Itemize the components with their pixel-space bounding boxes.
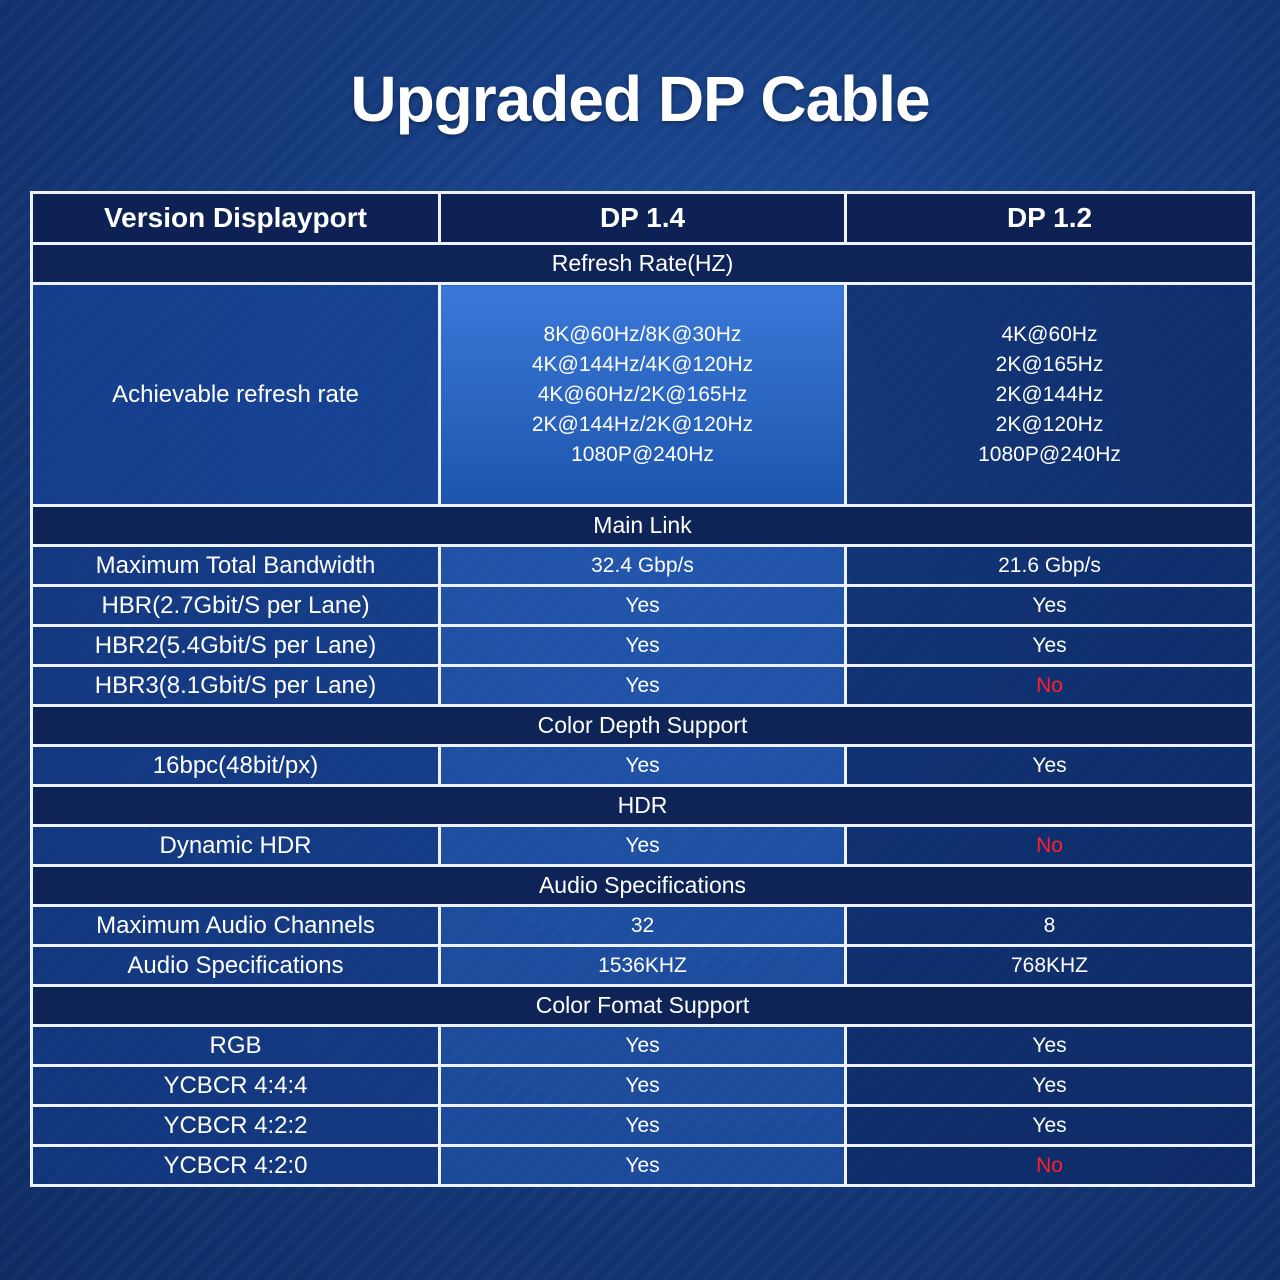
row-label: HBR2(5.4Gbit/S per Lane) <box>30 624 441 667</box>
table-row-audio-channels: Maximum Audio Channels 32 8 <box>30 904 1255 947</box>
dp12-value-no: No <box>844 664 1255 707</box>
table-row-hbr2: HBR2(5.4Gbit/S per Lane) Yes Yes <box>30 624 1255 667</box>
section-color-format: Color Fomat Support <box>30 984 1255 1027</box>
dp14-value: 1536KHZ <box>438 944 847 987</box>
dp12-value-no: No <box>844 824 1255 867</box>
dp14-value: Yes <box>438 744 847 787</box>
dp12-value-no: No <box>844 1144 1255 1187</box>
row-label: Audio Specifications <box>30 944 441 987</box>
dp12-value: Yes <box>844 624 1255 667</box>
table-row-rgb: RGB Yes Yes <box>30 1024 1255 1067</box>
table-row-audio-spec: Audio Specifications 1536KHZ 768KHZ <box>30 944 1255 987</box>
row-label: Maximum Audio Channels <box>30 904 441 947</box>
section-title: Main Link <box>30 504 1255 547</box>
dp14-refresh-list: 8K@60Hz/8K@30Hz 4K@144Hz/4K@120Hz 4K@60H… <box>438 282 847 507</box>
section-audio: Audio Specifications <box>30 864 1255 907</box>
table-row-hbr: HBR(2.7Gbit/S per Lane) Yes Yes <box>30 584 1255 627</box>
dp12-refresh-list: 4K@60Hz 2K@165Hz 2K@144Hz 2K@120Hz 1080P… <box>844 282 1255 507</box>
section-main-link: Main Link <box>30 504 1255 547</box>
row-label: YCBCR 4:2:2 <box>30 1104 441 1147</box>
table-row-ycbcr422: YCBCR 4:2:2 Yes Yes <box>30 1104 1255 1147</box>
section-refresh-rate: Refresh Rate(HZ) <box>30 242 1255 285</box>
table-row-refresh: Achievable refresh rate 8K@60Hz/8K@30Hz … <box>30 282 1255 507</box>
dp14-value: 32 <box>438 904 847 947</box>
header-dp12: DP 1.2 <box>844 191 1255 245</box>
page-title: Upgraded DP Cable <box>350 63 930 135</box>
section-title: Color Depth Support <box>30 704 1255 747</box>
row-label: YCBCR 4:2:0 <box>30 1144 441 1187</box>
section-title: Color Fomat Support <box>30 984 1255 1027</box>
header-label: Version Displayport <box>30 191 441 245</box>
refresh-value: 2K@144Hz/2K@120Hz <box>531 412 754 436</box>
refresh-value: 1080P@240Hz <box>978 442 1121 466</box>
row-label: HBR3(8.1Gbit/S per Lane) <box>30 664 441 707</box>
table-row-ycbcr444: YCBCR 4:4:4 Yes Yes <box>30 1064 1255 1107</box>
row-label: Achievable refresh rate <box>30 282 441 507</box>
comparison-table: Version Displayport DP 1.4 DP 1.2 Refres… <box>30 191 1255 1187</box>
refresh-value: 8K@60Hz/8K@30Hz <box>543 322 742 346</box>
table-row-bandwidth: Maximum Total Bandwidth 32.4 Gbp/s 21.6 … <box>30 544 1255 587</box>
table-row-ycbcr420: YCBCR 4:2:0 Yes No <box>30 1144 1255 1187</box>
row-label: Maximum Total Bandwidth <box>30 544 441 587</box>
table-row-16bpc: 16bpc(48bit/px) Yes Yes <box>30 744 1255 787</box>
section-title: HDR <box>30 784 1255 827</box>
dp14-value: Yes <box>438 824 847 867</box>
header-dp14: DP 1.4 <box>438 191 847 245</box>
table-row-hbr3: HBR3(8.1Gbit/S per Lane) Yes No <box>30 664 1255 707</box>
table-header-row: Version Displayport DP 1.4 DP 1.2 <box>30 191 1255 245</box>
refresh-value: 2K@144Hz <box>995 382 1104 406</box>
dp12-value: Yes <box>844 1064 1255 1107</box>
refresh-value: 4K@60Hz/2K@165Hz <box>537 382 748 406</box>
dp12-value: Yes <box>844 584 1255 627</box>
dp14-value: Yes <box>438 1064 847 1107</box>
section-color-depth: Color Depth Support <box>30 704 1255 747</box>
refresh-value: 2K@165Hz <box>995 352 1104 376</box>
table-row-dynamic-hdr: Dynamic HDR Yes No <box>30 824 1255 867</box>
row-label: HBR(2.7Gbit/S per Lane) <box>30 584 441 627</box>
row-label: RGB <box>30 1024 441 1067</box>
refresh-value: 4K@144Hz/4K@120Hz <box>531 352 754 376</box>
dp14-value: Yes <box>438 1144 847 1187</box>
row-label: 16bpc(48bit/px) <box>30 744 441 787</box>
section-hdr: HDR <box>30 784 1255 827</box>
dp14-value: Yes <box>438 584 847 627</box>
row-label: Dynamic HDR <box>30 824 441 867</box>
refresh-value: 2K@120Hz <box>995 412 1104 436</box>
dp12-value: 768KHZ <box>844 944 1255 987</box>
dp14-value: Yes <box>438 1024 847 1067</box>
dp12-value: 8 <box>844 904 1255 947</box>
dp14-value: Yes <box>438 624 847 667</box>
dp14-value: Yes <box>438 664 847 707</box>
dp14-value: 32.4 Gbp/s <box>438 544 847 587</box>
dp12-value: 21.6 Gbp/s <box>844 544 1255 587</box>
row-label: YCBCR 4:4:4 <box>30 1064 441 1107</box>
section-title: Audio Specifications <box>30 864 1255 907</box>
section-title: Refresh Rate(HZ) <box>30 242 1255 285</box>
dp14-value: Yes <box>438 1104 847 1147</box>
refresh-value: 4K@60Hz <box>1001 322 1098 346</box>
refresh-value: 1080P@240Hz <box>571 442 714 466</box>
dp12-value: Yes <box>844 744 1255 787</box>
dp12-value: Yes <box>844 1104 1255 1147</box>
dp12-value: Yes <box>844 1024 1255 1067</box>
